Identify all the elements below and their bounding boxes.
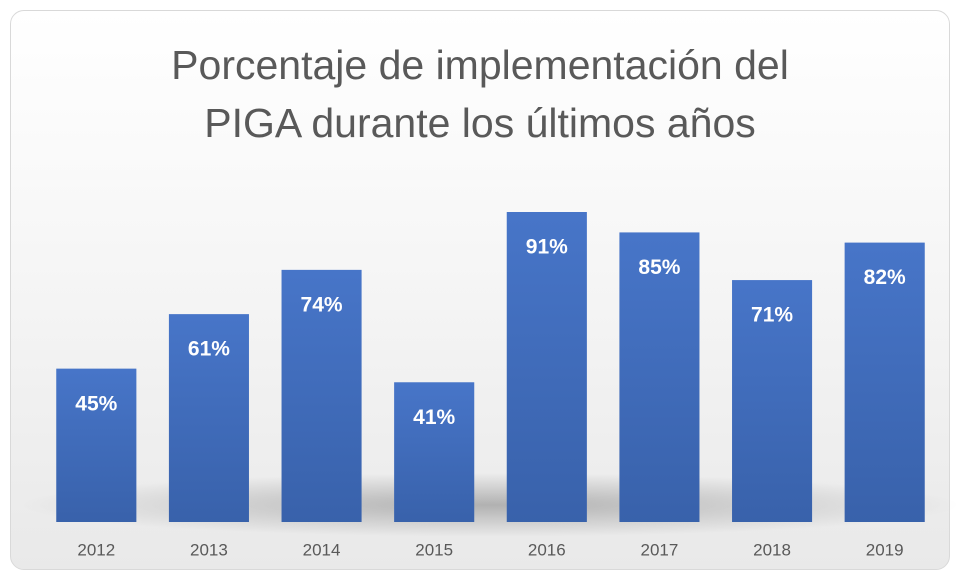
value-label: 82% bbox=[864, 266, 906, 289]
x-tick-label: 2018 bbox=[753, 540, 791, 559]
value-label: 74% bbox=[301, 293, 343, 316]
x-tick-label: 2017 bbox=[641, 540, 679, 559]
x-tick-label: 2016 bbox=[528, 540, 566, 559]
x-tick-label: 2014 bbox=[303, 540, 341, 559]
x-tick-label: 2015 bbox=[415, 540, 453, 559]
value-label: 45% bbox=[75, 392, 117, 415]
chart-title: Porcentaje de implementación del PIGA du… bbox=[171, 42, 789, 146]
value-label: 85% bbox=[638, 256, 680, 279]
value-label: 61% bbox=[188, 338, 230, 361]
value-label: 41% bbox=[413, 406, 455, 429]
floor-shadow bbox=[20, 473, 960, 537]
value-label: 71% bbox=[751, 304, 793, 327]
x-tick-label: 2013 bbox=[190, 540, 228, 559]
x-tick-label: 2019 bbox=[866, 540, 904, 559]
x-tick-label: 2012 bbox=[77, 540, 115, 559]
value-label: 91% bbox=[526, 236, 568, 259]
bar bbox=[394, 382, 475, 522]
